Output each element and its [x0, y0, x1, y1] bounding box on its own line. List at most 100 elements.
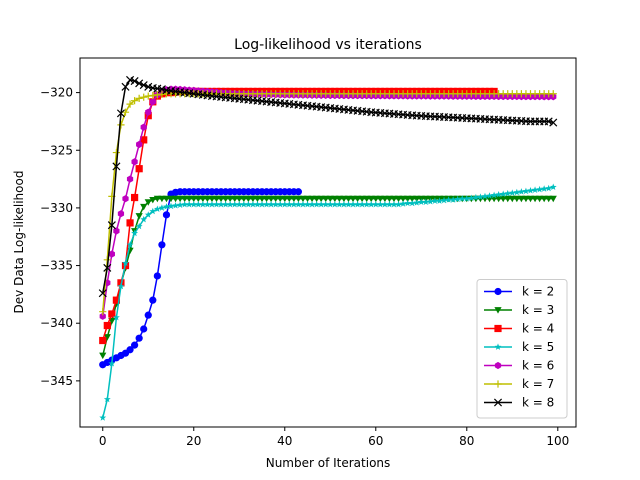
data-point — [386, 200, 393, 208]
data-point — [98, 289, 107, 298]
data-point — [404, 195, 412, 203]
data-point — [199, 200, 207, 208]
data-point — [267, 195, 275, 203]
data-point — [99, 312, 106, 320]
data-point — [176, 201, 184, 208]
data-point — [303, 195, 312, 203]
data-point — [408, 199, 416, 207]
data-point — [144, 311, 152, 319]
data-point — [349, 200, 357, 208]
data-point — [208, 195, 216, 203]
data-point — [131, 229, 139, 237]
data-point — [399, 195, 407, 203]
data-point — [535, 195, 544, 203]
y-tick-label: −345 — [40, 374, 73, 388]
plot-frame — [79, 57, 577, 428]
data-point — [135, 165, 143, 173]
data-point — [522, 187, 530, 195]
data-point — [112, 148, 121, 157]
data-point — [449, 196, 457, 203]
data-point — [531, 195, 539, 203]
data-point — [285, 200, 293, 208]
data-point — [467, 194, 475, 202]
data-point — [103, 321, 111, 330]
data-point — [504, 195, 512, 203]
data-point — [294, 195, 303, 203]
data-point — [103, 334, 111, 341]
data-point — [131, 158, 138, 166]
data-point — [381, 200, 389, 208]
data-point — [367, 195, 375, 203]
data-point — [340, 195, 348, 203]
data-point — [107, 221, 116, 230]
data-point — [413, 199, 421, 206]
data-point — [499, 195, 507, 203]
legend-item: k = 8 — [484, 396, 554, 410]
data-point — [117, 210, 125, 218]
data-point — [345, 200, 352, 208]
data-point — [172, 202, 179, 209]
data-point — [540, 195, 548, 203]
data-point — [285, 195, 293, 203]
data-point — [240, 195, 248, 203]
data-point — [194, 195, 202, 203]
data-point — [194, 200, 202, 208]
data-point — [145, 108, 152, 116]
data-point — [395, 200, 402, 208]
data-point — [144, 211, 152, 218]
data-point — [163, 203, 170, 210]
data-point — [162, 195, 171, 203]
data-point — [112, 313, 120, 321]
data-point — [340, 200, 348, 208]
legend-label: k = 4 — [522, 322, 554, 336]
data-point — [363, 195, 371, 203]
data-point — [276, 200, 284, 208]
legend-marker — [493, 398, 503, 407]
data-point — [108, 250, 115, 258]
x-axis-label: Number of Iterations — [266, 456, 391, 470]
legend-marker — [494, 324, 502, 333]
data-point — [235, 200, 243, 208]
data-point — [126, 346, 134, 354]
y-axis-label: Dev Data Log-likelihood — [12, 171, 26, 314]
data-point — [404, 199, 412, 207]
data-point — [513, 195, 521, 203]
data-point — [549, 195, 557, 203]
data-point — [222, 200, 230, 208]
data-point — [354, 200, 361, 208]
data-point — [199, 195, 207, 203]
y-axis-ticks: −345 −340 −335 −330 −325 −320 — [40, 86, 80, 388]
legend-item: k = 7 — [484, 377, 554, 391]
legend-marker — [494, 343, 502, 350]
data-point — [126, 100, 134, 108]
data-point — [135, 213, 143, 220]
data-point — [144, 82, 153, 91]
data-point — [254, 200, 261, 208]
data-point — [353, 195, 362, 203]
data-point — [527, 187, 534, 194]
legend-label: k = 8 — [522, 396, 554, 410]
data-point — [99, 336, 107, 345]
data-point — [126, 241, 134, 248]
data-point — [240, 200, 248, 208]
legend-label: k = 6 — [522, 359, 554, 373]
data-point — [454, 195, 462, 203]
data-point — [513, 188, 521, 196]
data-point — [153, 195, 161, 203]
data-point — [304, 200, 311, 208]
data-point — [308, 195, 316, 203]
y-tick-label: −330 — [40, 201, 73, 215]
data-point — [522, 195, 530, 203]
data-point — [394, 195, 403, 203]
data-point — [99, 352, 107, 360]
data-point — [262, 195, 271, 203]
series-7 — [98, 75, 558, 298]
data-point — [458, 195, 466, 202]
data-point — [112, 296, 121, 304]
data-point — [517, 188, 525, 195]
data-point — [267, 200, 275, 208]
data-point — [126, 75, 135, 84]
data-point — [167, 202, 175, 210]
data-point — [331, 195, 339, 203]
